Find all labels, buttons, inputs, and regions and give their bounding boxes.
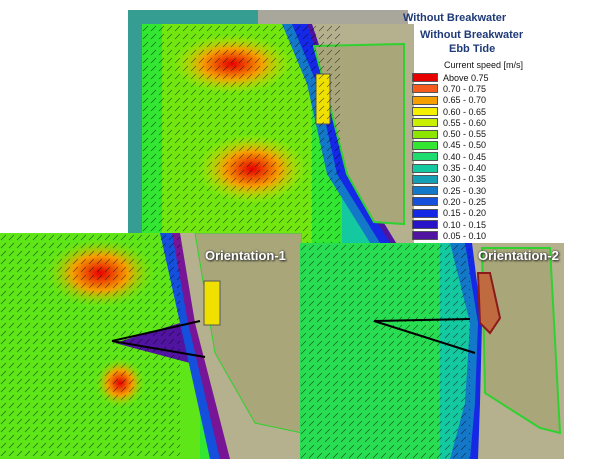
map-orientation-1-svg — [0, 233, 302, 459]
legend-item: 0.25 - 0.30 — [412, 185, 562, 196]
legend-item: 0.45 - 0.50 — [412, 140, 562, 151]
legend-label: Above 0.75 — [443, 72, 489, 83]
legend-swatch — [412, 186, 438, 196]
legend-label: 0.60 - 0.65 — [443, 106, 487, 117]
legend-swatch — [412, 208, 438, 218]
legend-swatch — [412, 163, 438, 173]
map-orientation-2-svg — [300, 243, 564, 459]
orientation-2-label: Orientation-2 — [478, 248, 559, 263]
legend-label: 0.10 - 0.15 — [443, 219, 487, 230]
legend-swatch — [412, 140, 438, 150]
legend-label: 0.30 - 0.35 — [443, 174, 487, 185]
legend-swatch — [412, 197, 438, 207]
top-map-front — [142, 24, 414, 246]
legend-item: 0.50 - 0.55 — [412, 128, 562, 139]
orientation-1-label: Orientation-1 — [205, 248, 286, 263]
map-orientation-2 — [300, 243, 564, 459]
legend-item: Above 0.75 — [412, 72, 562, 83]
legend-swatch — [412, 95, 438, 105]
map-orientation-1 — [0, 233, 302, 459]
title-back: Without Breakwater — [403, 12, 507, 24]
legend-label: 0.70 - 0.75 — [443, 83, 487, 94]
legend-item: 0.30 - 0.35 — [412, 174, 562, 185]
legend-heading: Current speed [m/s] — [444, 60, 524, 70]
legend-label: 0.55 - 0.60 — [443, 117, 487, 128]
legend-label: 0.50 - 0.55 — [443, 129, 487, 140]
top-map-front-svg — [142, 24, 414, 246]
legend-label: 0.15 - 0.20 — [443, 208, 487, 219]
title-front-line2: Ebb Tide — [449, 43, 496, 55]
legend-item: 0.60 - 0.65 — [412, 106, 562, 117]
legend-item: 0.65 - 0.70 — [412, 95, 562, 106]
legend-label: 0.35 - 0.40 — [443, 163, 487, 174]
legend-item: 0.35 - 0.40 — [412, 162, 562, 173]
legend-item: 0.70 - 0.75 — [412, 83, 562, 94]
legend-swatch — [412, 174, 438, 184]
legend-label: 0.40 - 0.45 — [443, 151, 487, 162]
legend-swatch — [412, 231, 438, 241]
legend-item: 0.55 - 0.60 — [412, 117, 562, 128]
legend-swatch — [412, 129, 438, 139]
legend-swatch — [412, 118, 438, 128]
legend-item: 0.15 - 0.20 — [412, 208, 562, 219]
legend-item: 0.20 - 0.25 — [412, 196, 562, 207]
legend-swatch — [412, 107, 438, 117]
legend: Current speed [m/s] Above 0.75 0.70 - 0.7… — [412, 60, 562, 264]
legend-item: 0.10 - 0.15 — [412, 219, 562, 230]
legend-item: 0.05 - 0.10 — [412, 230, 562, 241]
legend-label: 0.65 - 0.70 — [443, 95, 487, 106]
legend-swatch — [412, 152, 438, 162]
legend-swatch — [412, 220, 438, 229]
legend-label: 0.05 - 0.10 — [443, 230, 487, 241]
legend-swatch — [412, 84, 438, 94]
legend-label: 0.25 - 0.30 — [443, 185, 487, 196]
legend-swatch — [412, 73, 438, 83]
legend-label: 0.20 - 0.25 — [443, 196, 487, 207]
legend-label: 0.45 - 0.50 — [443, 140, 487, 151]
title-front-line1: Without Breakwater — [420, 29, 524, 41]
legend-item: 0.40 - 0.45 — [412, 151, 562, 162]
